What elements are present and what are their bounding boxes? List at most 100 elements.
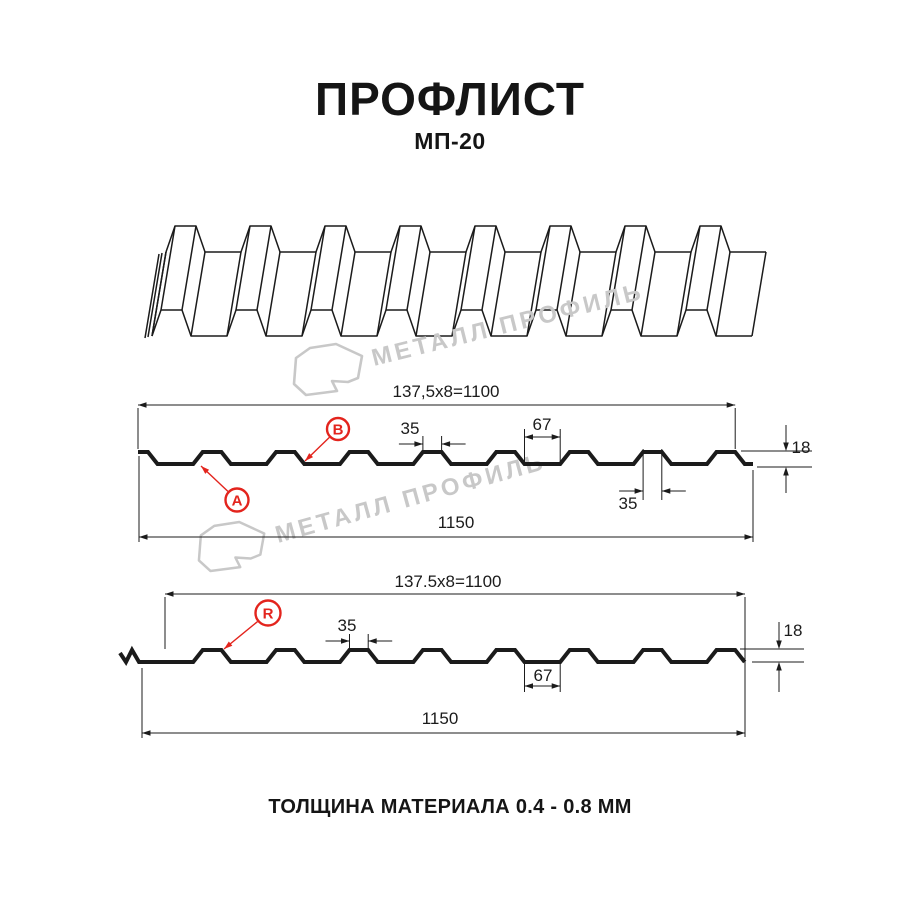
arrowhead bbox=[441, 441, 451, 447]
arrowhead bbox=[551, 683, 561, 689]
fold-line bbox=[685, 225, 701, 311]
arrowhead bbox=[201, 466, 210, 474]
fold-line bbox=[340, 251, 356, 337]
sheet-cut-edge bbox=[144, 251, 167, 339]
fold-line bbox=[751, 251, 767, 337]
crest-35-bottom-label: 35 bbox=[619, 494, 638, 513]
crest-35-label: 35 bbox=[401, 419, 420, 438]
page-title: ПРОФЛИСТ bbox=[315, 73, 585, 125]
marker-r-circle bbox=[254, 599, 282, 627]
brand-logo-icon bbox=[197, 520, 266, 573]
flat-67-label: 67 bbox=[534, 666, 553, 685]
fold-line bbox=[415, 251, 431, 337]
fold-line bbox=[385, 225, 401, 311]
dim-crest-35-top: 35 bbox=[398, 419, 466, 450]
arrowhead bbox=[368, 638, 377, 644]
fold-line bbox=[640, 251, 656, 337]
marker-a: A bbox=[200, 465, 250, 513]
coverage-label: 137,5x8=1100 bbox=[393, 382, 500, 401]
profile-r-outline bbox=[118, 645, 747, 666]
fold-line bbox=[235, 225, 251, 311]
arrowhead bbox=[524, 683, 533, 689]
fold-line bbox=[460, 225, 476, 311]
fold-line bbox=[181, 225, 197, 311]
fold-line bbox=[676, 251, 692, 337]
flat-67-label: 67 bbox=[533, 415, 552, 434]
sheet-near-edge bbox=[151, 309, 752, 337]
dim-crest-35-bottom: 35 bbox=[619, 449, 686, 513]
arrowhead bbox=[661, 488, 671, 494]
fold-line bbox=[601, 251, 617, 337]
fold-line bbox=[376, 251, 392, 337]
profile-section-r: 137.5x8=1100 1150 35 67 18 R bbox=[118, 572, 804, 738]
overall-label: 1150 bbox=[438, 513, 475, 532]
cut-edge-line bbox=[144, 253, 160, 339]
marker-a-letter: A bbox=[232, 493, 243, 510]
dim-height-18: 18 bbox=[740, 621, 804, 692]
fold-line bbox=[160, 225, 176, 311]
arrowhead bbox=[224, 641, 233, 649]
marker-a-circle bbox=[224, 487, 250, 513]
fold-line bbox=[556, 225, 572, 311]
profile-section-ab: 137,5x8=1100 1150 35 67 18 35 A B bbox=[137, 382, 812, 542]
dim-coverage-1100: 137,5x8=1100 bbox=[137, 382, 736, 449]
fold-line bbox=[226, 251, 242, 337]
fold-line bbox=[490, 251, 506, 337]
fold-line bbox=[631, 225, 647, 311]
fold-line bbox=[265, 251, 281, 337]
fold-line bbox=[526, 251, 542, 337]
dim-flat-67: 67 bbox=[524, 661, 561, 692]
fold-line bbox=[406, 225, 422, 311]
cut-edge-line bbox=[151, 251, 167, 337]
arrowhead bbox=[776, 662, 782, 671]
marker-r-letter: R bbox=[263, 606, 274, 623]
arrowhead bbox=[165, 591, 174, 597]
arrowhead bbox=[783, 467, 789, 476]
arrowhead bbox=[142, 730, 151, 736]
coverage-label: 137.5x8=1100 bbox=[395, 572, 502, 591]
dim-overall-1150: 1150 bbox=[141, 668, 745, 738]
fold-line bbox=[190, 251, 206, 337]
dim-overall-1150: 1150 bbox=[138, 456, 754, 542]
marker-b: B bbox=[304, 416, 351, 462]
overall-label: 1150 bbox=[422, 709, 459, 728]
arrowhead bbox=[551, 434, 561, 440]
arrowhead bbox=[726, 402, 736, 408]
arrowhead bbox=[138, 402, 147, 408]
marker-b-letter: B bbox=[333, 422, 344, 439]
fold-line bbox=[706, 225, 722, 311]
dim-coverage-1100: 137.5x8=1100 bbox=[164, 572, 746, 737]
fold-line bbox=[451, 251, 467, 337]
dim-crest-35: 35 bbox=[325, 616, 393, 648]
sheet-fold-lines bbox=[151, 225, 767, 337]
fold-line bbox=[301, 251, 317, 337]
marker-r: R bbox=[223, 599, 282, 650]
height-18-label: 18 bbox=[784, 621, 803, 640]
profile-ab-outline bbox=[138, 450, 753, 466]
cut-edge-line bbox=[147, 252, 163, 338]
arrowhead bbox=[744, 534, 753, 540]
sheet-3d-view bbox=[144, 225, 767, 339]
arrowhead bbox=[139, 534, 148, 540]
arrowhead bbox=[634, 488, 644, 494]
fold-line bbox=[481, 225, 497, 311]
fold-line bbox=[535, 225, 551, 311]
crest-35-label: 35 bbox=[338, 616, 357, 635]
height-18-label: 18 bbox=[792, 438, 811, 457]
fold-line bbox=[610, 225, 626, 311]
fold-line bbox=[310, 225, 326, 311]
fold-line bbox=[256, 225, 272, 311]
arrowhead bbox=[776, 640, 782, 649]
arrowhead bbox=[783, 442, 789, 451]
sheet-far-edge bbox=[165, 225, 766, 253]
arrowhead bbox=[736, 591, 745, 597]
dim-flat-67: 67 bbox=[524, 415, 561, 465]
arrowhead bbox=[736, 730, 745, 736]
arrowhead bbox=[341, 638, 350, 644]
fold-line bbox=[331, 225, 347, 311]
brand-logo-icon bbox=[292, 342, 364, 397]
arrowhead bbox=[414, 441, 423, 447]
watermark-lower: МЕТАЛЛ ПРОФИЛЬ bbox=[197, 448, 549, 573]
